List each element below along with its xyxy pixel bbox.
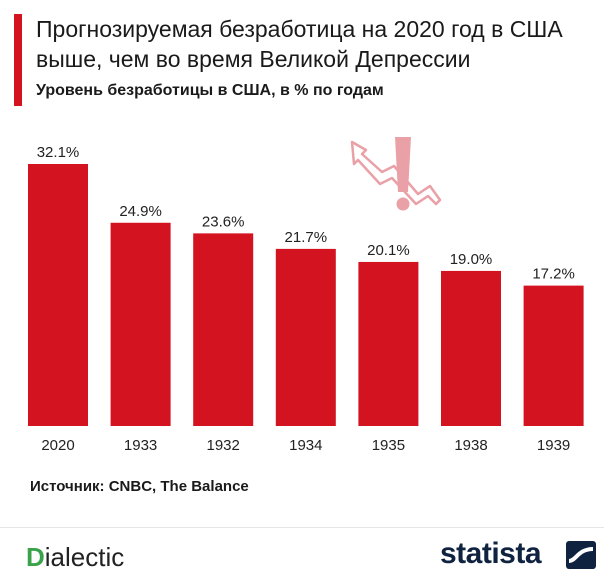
value-label-1939: 17.2% [532, 266, 575, 283]
bar-chart: 32.1% 24.9% 23.6% 21.7% 20.1% 19.0% 17.2% 2020… [28, 137, 584, 454]
category-label-2020: 2020 [41, 437, 74, 454]
source-note: Источник: CNBC, The Balance [30, 478, 249, 495]
trend-arrow-icon [350, 140, 442, 206]
value-label-2020: 32.1% [37, 144, 80, 161]
chart-subtitle: Уровень безработицы в США, в % по годам [36, 82, 384, 99]
bar-1933 [110, 222, 171, 426]
category-label-1939: 1939 [537, 437, 570, 454]
value-label-1934: 21.7% [285, 229, 328, 246]
value-label-1935: 20.1% [367, 242, 410, 259]
title-accent-bar [14, 14, 22, 106]
value-label-1938: 19.0% [450, 251, 493, 268]
category-label-1933: 1933 [124, 437, 157, 454]
bar-1939 [523, 285, 584, 426]
bar-1934 [275, 248, 336, 426]
category-label-1934: 1934 [289, 437, 322, 454]
bar-1935 [358, 261, 419, 426]
statista-logo: statista [440, 537, 542, 570]
statista-logo-icon [566, 541, 596, 569]
footer-divider [0, 527, 604, 528]
dialectic-logo: Dialectic [26, 542, 125, 572]
exclamation-icon [395, 137, 411, 211]
decorative-icons [350, 137, 442, 211]
bar-1932 [193, 233, 254, 426]
value-label-1933: 24.9% [119, 203, 162, 220]
bar-1938 [441, 270, 501, 426]
value-label-1932: 23.6% [202, 213, 245, 230]
category-label-1938: 1938 [454, 437, 487, 454]
category-label-1932: 1932 [207, 437, 240, 454]
chart-title: Прогнозируемая безработица на 2020 год в… [36, 16, 563, 72]
bar-2020 [28, 164, 88, 426]
category-label-1935: 1935 [372, 437, 405, 454]
